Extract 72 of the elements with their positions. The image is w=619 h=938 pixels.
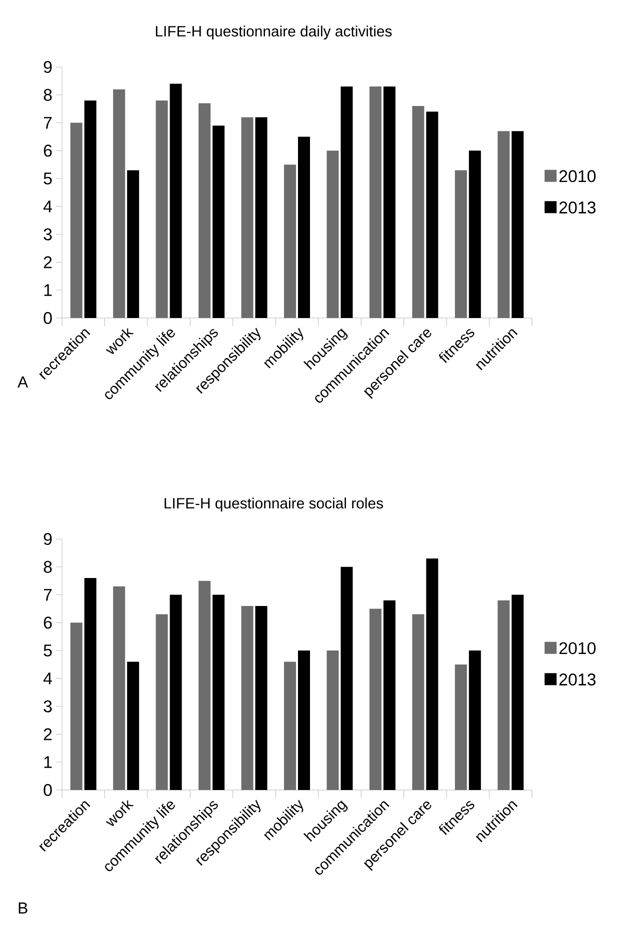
bar bbox=[326, 650, 339, 790]
y-tick-label: 6 bbox=[44, 616, 52, 629]
legend-label: 2010 bbox=[559, 642, 596, 654]
bar bbox=[198, 103, 211, 318]
y-tick-label: 1 bbox=[44, 756, 52, 768]
bar bbox=[113, 586, 126, 790]
bar bbox=[255, 117, 268, 318]
y-tick-label: 8 bbox=[44, 560, 52, 573]
y-tick-label: 5 bbox=[44, 644, 52, 656]
bar bbox=[383, 600, 396, 790]
bar bbox=[468, 650, 481, 790]
bar bbox=[412, 106, 424, 318]
bar bbox=[512, 131, 524, 318]
legend-label: 2013 bbox=[559, 673, 596, 686]
y-tick-label: 0 bbox=[44, 312, 52, 324]
bar bbox=[512, 594, 524, 790]
bar bbox=[284, 662, 296, 790]
y-tick-label: 4 bbox=[43, 672, 52, 684]
bar bbox=[70, 622, 82, 790]
bar bbox=[84, 100, 96, 318]
y-tick-label: 2 bbox=[44, 728, 52, 740]
legend-label: 2010 bbox=[559, 170, 596, 182]
bar bbox=[84, 578, 96, 790]
bar bbox=[156, 100, 168, 318]
bar bbox=[127, 170, 140, 318]
bar bbox=[113, 89, 126, 318]
chart-title: LIFE-H questionnaire social roles bbox=[164, 498, 383, 512]
bar bbox=[255, 606, 268, 790]
y-tick-label: 1 bbox=[44, 284, 52, 296]
bar bbox=[156, 614, 168, 790]
bar bbox=[212, 126, 225, 318]
y-tick-label: 7 bbox=[44, 116, 52, 129]
y-tick-label: 4 bbox=[43, 200, 52, 212]
legend-label: 2013 bbox=[559, 201, 596, 214]
bar bbox=[468, 150, 481, 318]
bar bbox=[340, 566, 353, 790]
y-tick-label: 6 bbox=[44, 144, 52, 157]
y-tick-label: 3 bbox=[44, 228, 52, 240]
y-tick-label: 7 bbox=[44, 588, 52, 601]
y-tick-label: 3 bbox=[44, 700, 52, 712]
y-tick-label: 8 bbox=[44, 88, 52, 101]
bar bbox=[326, 150, 339, 318]
bar bbox=[284, 164, 296, 318]
bar bbox=[298, 136, 310, 318]
bar bbox=[127, 662, 140, 790]
bar bbox=[241, 117, 254, 318]
text: A bbox=[18, 376, 28, 388]
bar bbox=[340, 86, 353, 318]
bar bbox=[426, 558, 438, 790]
bar bbox=[170, 594, 182, 790]
bar bbox=[369, 608, 382, 790]
y-tick-label: 2 bbox=[44, 256, 52, 268]
bar bbox=[454, 664, 467, 790]
y-tick-label: 5 bbox=[44, 172, 52, 184]
bar bbox=[412, 614, 424, 790]
text: B bbox=[18, 902, 28, 914]
bar bbox=[369, 86, 382, 318]
bar bbox=[170, 84, 182, 318]
bar bbox=[498, 131, 510, 318]
bar bbox=[198, 580, 211, 790]
bar bbox=[383, 86, 396, 318]
bar bbox=[70, 122, 82, 318]
y-tick-label: 0 bbox=[44, 784, 52, 796]
bar bbox=[498, 600, 510, 790]
bar bbox=[241, 606, 254, 790]
bar bbox=[212, 594, 225, 790]
y-tick-label: 9 bbox=[44, 533, 52, 546]
y-tick-label: 9 bbox=[44, 61, 52, 74]
bar bbox=[426, 112, 438, 318]
bar bbox=[298, 650, 310, 790]
chart-title: LIFE-H questionnaire daily activities bbox=[156, 26, 392, 40]
bar bbox=[454, 170, 467, 318]
